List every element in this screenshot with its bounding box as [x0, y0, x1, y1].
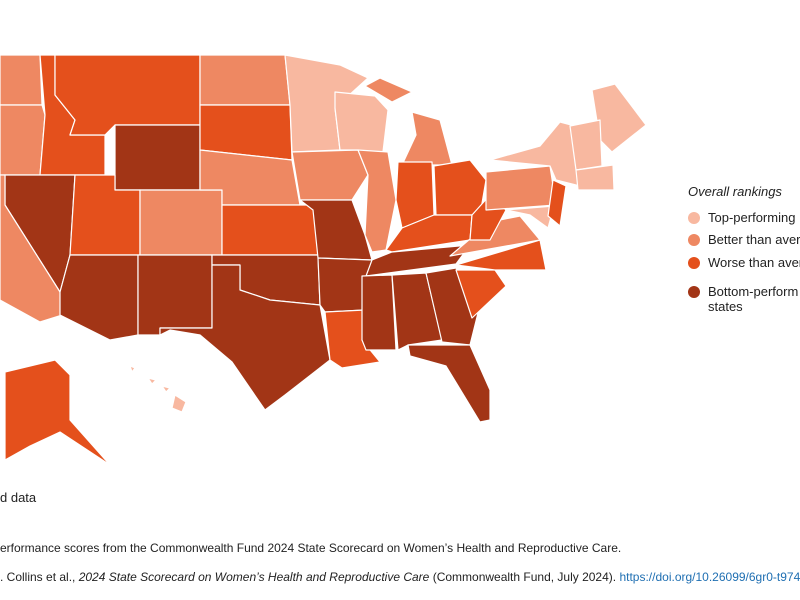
- state: [485, 165, 557, 211]
- legend-label: Better than avera: [708, 232, 800, 247]
- state: [159, 264, 331, 411]
- state: [361, 274, 397, 351]
- legend-swatch: [688, 257, 700, 269]
- state: [455, 239, 547, 271]
- state: [391, 272, 443, 351]
- legend-title: Overall rankings: [688, 184, 782, 199]
- source-link[interactable]: https://doi.org/10.26099/6gr0-t974: [619, 570, 800, 584]
- states: [0, 54, 647, 466]
- state: [505, 205, 555, 229]
- state: [161, 385, 171, 393]
- state: [54, 54, 201, 136]
- state: [114, 124, 201, 191]
- legend-swatch: [688, 212, 700, 224]
- state: [171, 394, 187, 413]
- no-data-label: d data: [0, 490, 37, 505]
- source-lead: . Collins et al.,: [0, 570, 79, 584]
- state: [407, 344, 491, 423]
- state: [569, 119, 603, 171]
- state: [365, 244, 471, 277]
- source: . Collins et al., 2024 State Scorecard o…: [0, 570, 800, 584]
- source-title: 2024 State Scorecard on Women’s Health a…: [78, 570, 430, 584]
- state: [129, 365, 136, 373]
- state: [433, 159, 487, 216]
- legend-swatch: [688, 286, 700, 298]
- state: [357, 149, 397, 253]
- state: [4, 359, 111, 466]
- legend-label: Worse than aver: [708, 255, 800, 270]
- state: [291, 149, 369, 201]
- legend-label: Top-performing: [708, 210, 796, 225]
- legend-label: states: [708, 299, 743, 314]
- state: [0, 54, 43, 106]
- state: [401, 111, 453, 166]
- state: [139, 189, 223, 256]
- state: [137, 254, 213, 336]
- source-tail: (Commonwealth Fund, July 2024).: [429, 570, 620, 584]
- notes: erformance scores from the Commonwealth …: [0, 541, 622, 555]
- legend-label: Bottom-perform: [708, 284, 799, 299]
- legend-swatches: [688, 212, 700, 298]
- state: [364, 77, 413, 103]
- state: [199, 54, 291, 106]
- state: [575, 164, 615, 191]
- legend-swatch: [688, 234, 700, 246]
- state: [455, 269, 507, 319]
- state: [0, 104, 46, 176]
- state: [547, 179, 567, 227]
- state: [59, 254, 139, 341]
- state: [221, 204, 319, 256]
- state: [147, 377, 157, 385]
